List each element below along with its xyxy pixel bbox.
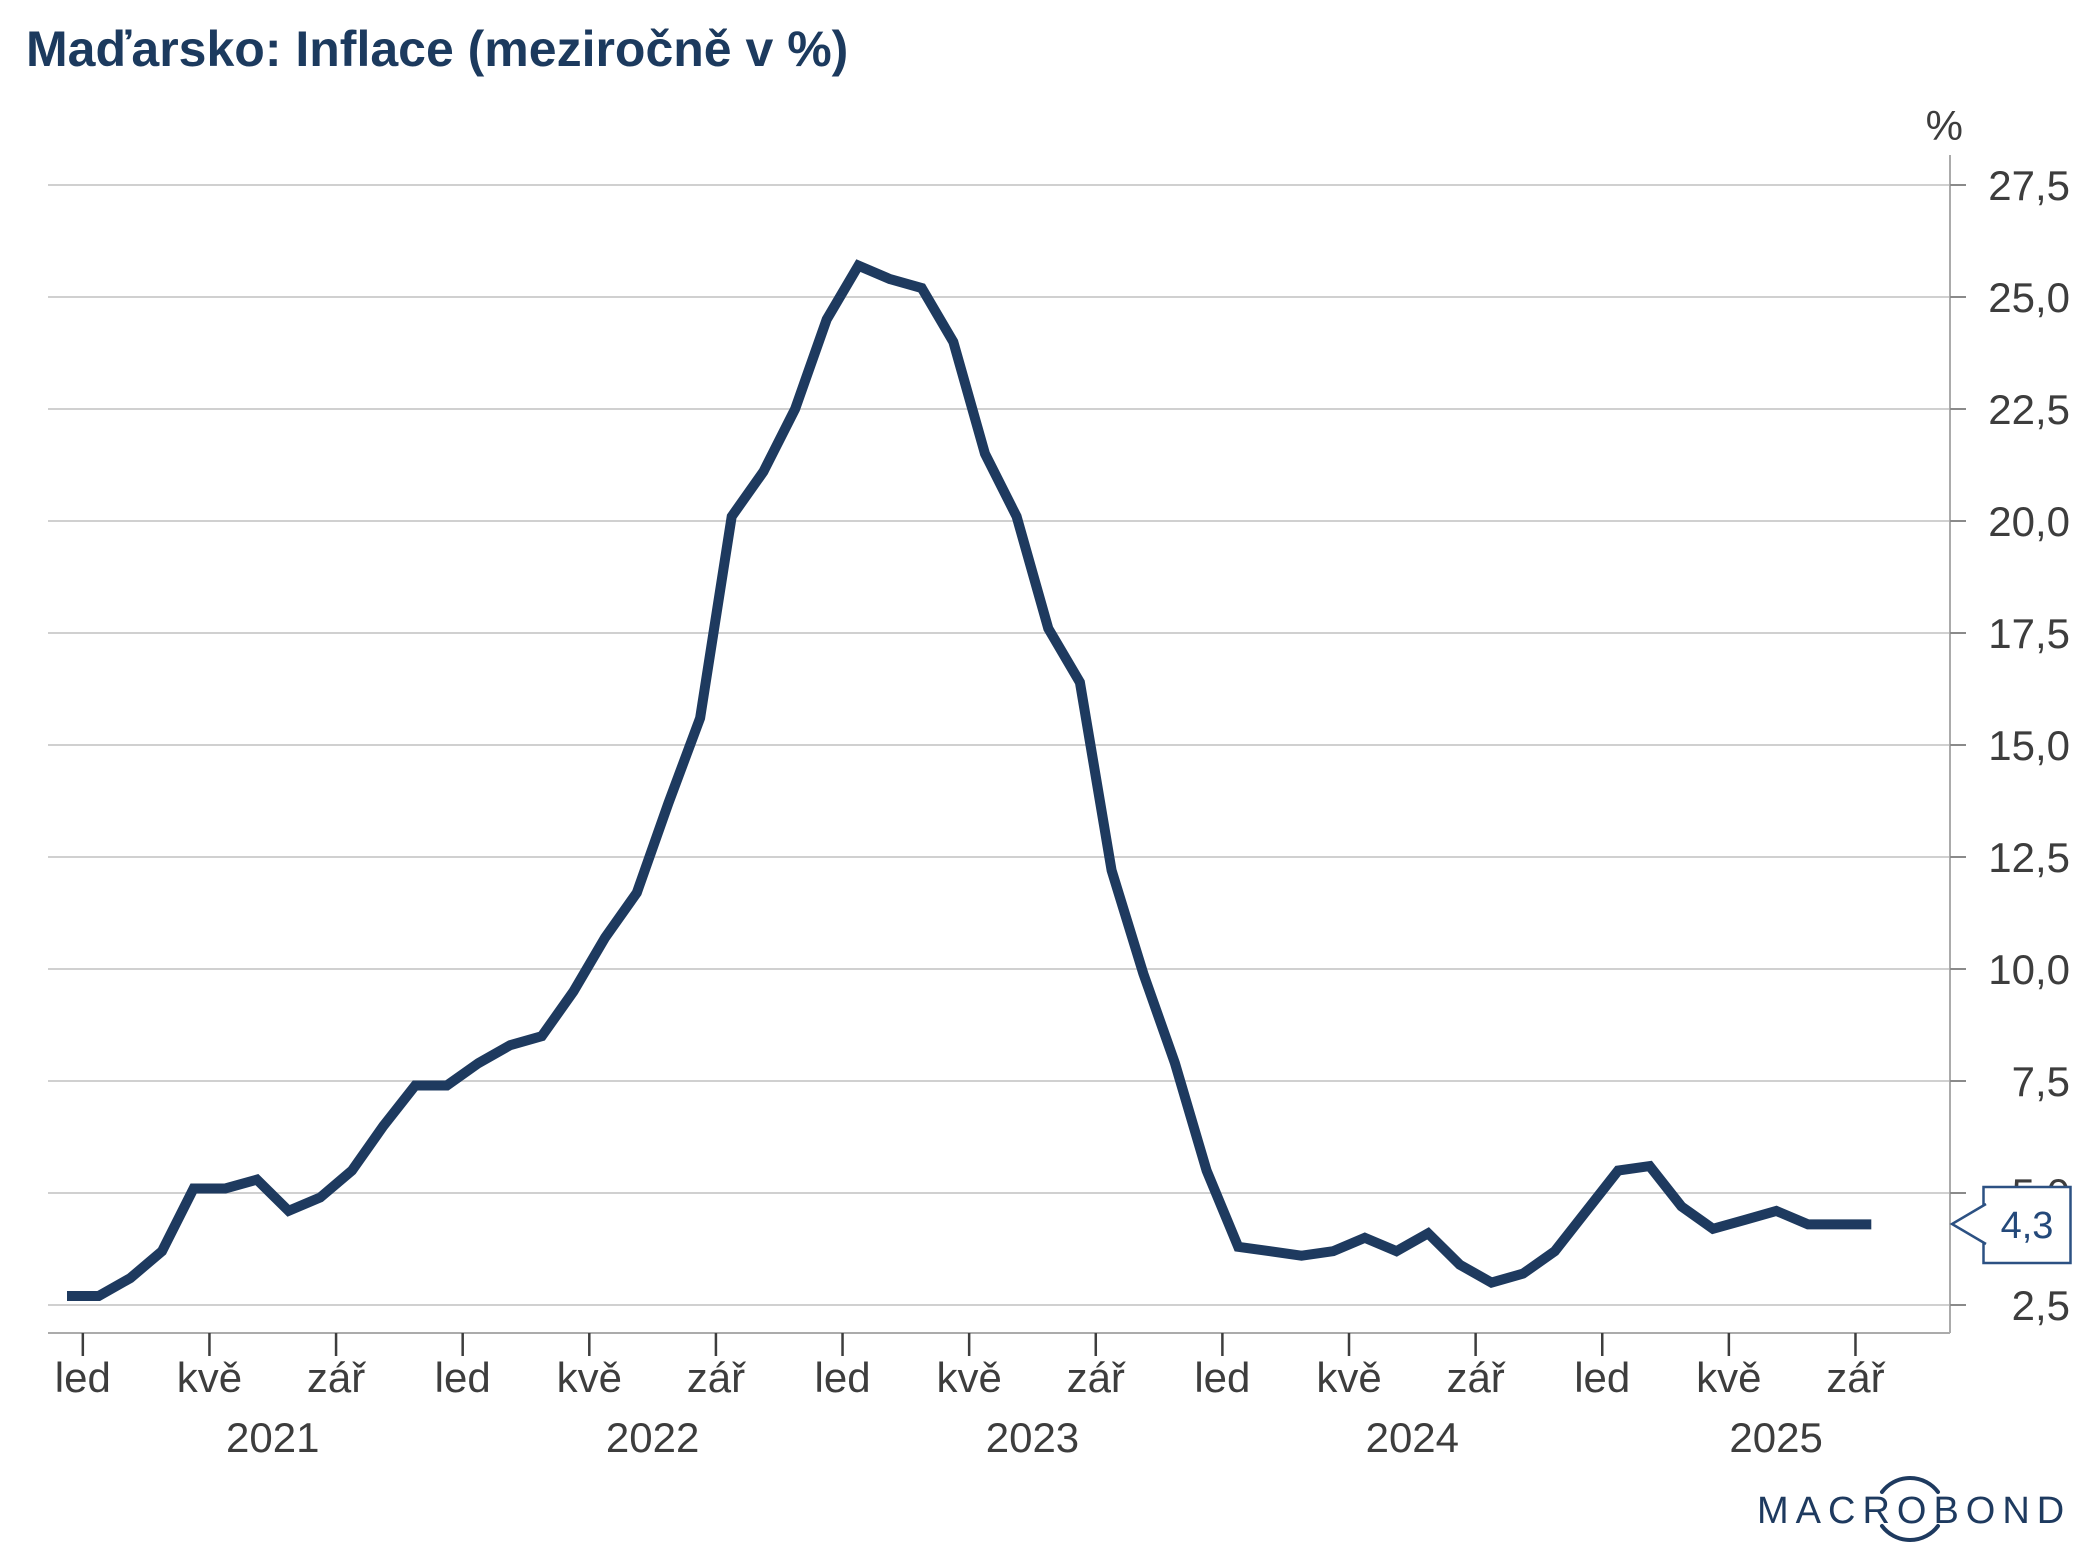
x-tick-label: kvě (936, 1354, 1001, 1401)
x-tick-label: led (1574, 1354, 1630, 1401)
callout-arrow (1949, 1202, 1987, 1246)
x-axis-month-labels: led kvě zář led kvě zář led kvě zář led kvě zář led k… (55, 1354, 1886, 1401)
gridlines (48, 184, 1950, 1306)
logo-orbit-top-arc (1880, 1476, 1940, 1494)
y-tick-label: 22,5 (1988, 386, 2070, 433)
x-tick-label: kvě (1696, 1354, 1761, 1401)
x-year-label: 2022 (606, 1414, 699, 1461)
y-tick-label: 25,0 (1988, 274, 2070, 321)
y-tick-label: 17,5 (1988, 610, 2070, 657)
y-axis-ticks (1950, 184, 1966, 1306)
x-year-label: 2024 (1366, 1414, 1459, 1461)
y-tick-label: 27,5 (1988, 162, 2070, 209)
x-tick-label: kvě (177, 1354, 242, 1401)
x-tick-label: zář (1446, 1354, 1505, 1401)
x-tick-label: led (435, 1354, 491, 1401)
y-axis-unit-label: % (1926, 102, 1963, 149)
macrobond-logo: MACROBOND (1757, 1476, 2071, 1542)
x-year-label: 2021 (226, 1414, 319, 1461)
y-tick-label: 12,5 (1988, 834, 2070, 881)
chart-title: Maďarsko: Inflace (meziročně v %) (26, 21, 849, 77)
x-tick-label: kvě (1316, 1354, 1381, 1401)
y-tick-label: 7,5 (2012, 1058, 2070, 1105)
macrobond-logo-text: MACROBOND (1757, 1490, 2071, 1532)
x-tick-label: led (815, 1354, 871, 1401)
x-tick-label: led (1194, 1354, 1250, 1401)
x-year-label: 2025 (1729, 1414, 1822, 1461)
x-axis-year-labels: 2021 2022 2023 2024 2025 (226, 1414, 1823, 1461)
x-tick-label: zář (1826, 1354, 1885, 1401)
last-value-callout: 4,3 (1949, 1185, 2072, 1265)
x-year-label: 2023 (986, 1414, 1079, 1461)
y-tick-label: 10,0 (1988, 946, 2070, 993)
x-tick-label: kvě (557, 1354, 622, 1401)
x-tick-label: zář (1067, 1354, 1126, 1401)
x-tick-label: zář (307, 1354, 366, 1401)
y-tick-label: 20,0 (1988, 498, 2070, 545)
axis-spines (48, 155, 1951, 1334)
x-axis-ticks (81, 1333, 1857, 1356)
callout-value: 4,3 (2001, 1205, 2054, 1247)
y-axis-labels: 2,55,07,510,012,515,017,520,022,525,027,… (1988, 162, 2070, 1329)
callout-box (1982, 1185, 2072, 1265)
y-tick-label: 15,0 (1988, 722, 2070, 769)
x-tick-label: led (55, 1354, 111, 1401)
y-tick-label: 2,5 (2012, 1282, 2070, 1329)
x-tick-label: zář (687, 1354, 746, 1401)
inflation-series-line (67, 259, 1872, 1301)
logo-orbit-bottom-arc (1880, 1524, 1940, 1542)
